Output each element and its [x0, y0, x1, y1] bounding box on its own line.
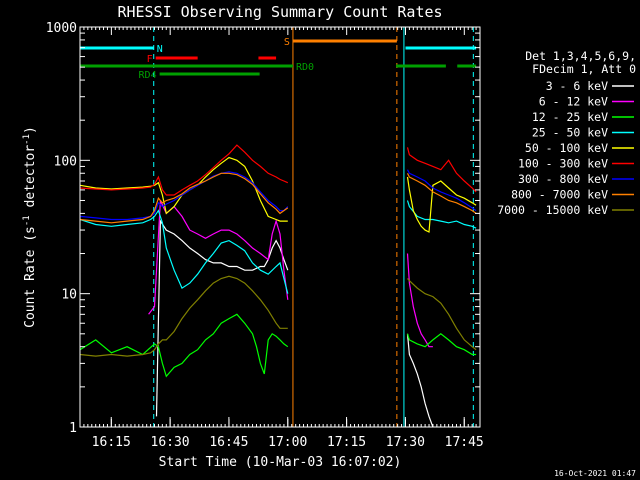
- series-line-5-1: [406, 147, 477, 193]
- y-axis-label-part-4: ): [23, 126, 38, 134]
- series-line-3-0: [80, 209, 289, 294]
- series-line-8-1: [407, 278, 477, 351]
- flag-label-0: N: [157, 44, 163, 55]
- y-axis-label-part-0: Count Rate (s: [23, 226, 38, 328]
- x-tick-label-4: 17:15: [327, 435, 366, 450]
- legend-label-2: 12 - 25 keV: [532, 110, 608, 124]
- x-tick-label-6: 17:45: [445, 435, 484, 450]
- series-line-6-0: [80, 171, 289, 221]
- y-tick-label-2: 100: [54, 154, 77, 169]
- legend-label-7: 800 - 7000 keV: [511, 188, 608, 202]
- x-tick-label-0: 16:15: [92, 435, 131, 450]
- legend-header-0: Det 1,3,4,5,6,9,: [525, 49, 636, 63]
- y-tick-label-0: 1: [69, 421, 77, 436]
- x-axis-label: Start Time (10-Mar-03 16:07:02): [159, 455, 402, 470]
- series-lines: [80, 144, 477, 427]
- x-tick-label-2: 16:45: [209, 435, 248, 450]
- legend-label-6: 300 - 800 keV: [518, 172, 608, 186]
- legend: Det 1,3,4,5,6,9,FDecim 1, Att 0 3 - 6 keV…: [497, 49, 636, 217]
- y-axis-label-part-3: -1: [22, 134, 32, 145]
- series-line-1-1: [406, 253, 433, 348]
- y-axis-label-part-2: detector: [23, 145, 38, 216]
- series-line-8-0: [80, 275, 288, 357]
- flag-label-4: RD0: [296, 62, 314, 73]
- x-tick-label-5: 17:30: [386, 435, 425, 450]
- x-tick-label-3: 17:00: [268, 435, 307, 450]
- chart-title: RHESSI Observing Summary Count Rates: [117, 3, 442, 21]
- x-axis: 16:15 16:30 16:45 17:00 17:15 17:30 17:45: [79, 27, 484, 450]
- series-line-7-0: [80, 172, 289, 224]
- series-line-0-1: [406, 333, 434, 427]
- y-tick-label-1: 10: [61, 288, 77, 303]
- legend-label-4: 50 - 100 keV: [525, 141, 608, 155]
- flag-label-5: RD4: [139, 70, 157, 81]
- series-line-5-0: [80, 144, 289, 196]
- series-line-7-1: [406, 173, 477, 214]
- y-axis-label-part-1: -1: [22, 215, 32, 226]
- x-tick-label-1: 16:30: [151, 435, 190, 450]
- series-line-2-1: [406, 333, 477, 356]
- legend-label-0: 3 - 6 keV: [546, 79, 608, 93]
- legend-label-5: 100 - 300 keV: [518, 157, 608, 171]
- flag-label-1: F: [147, 54, 153, 65]
- y-tick-label-3: 1000: [46, 21, 77, 36]
- flag-bars: NF S RD0 RD4: [80, 37, 477, 81]
- series-line-0-0: [155, 219, 289, 417]
- y-axis: 1 10 100 1000: [46, 21, 480, 436]
- legend-label-1: 6 - 12 keV: [539, 95, 608, 109]
- flag-label-3: S: [284, 37, 290, 48]
- series-line-2-0: [80, 313, 289, 378]
- legend-header-1: FDecim 1, Att 0: [532, 62, 636, 76]
- y-axis-label: Count Rate (s-1 detector-1): [22, 126, 38, 328]
- series-line-6-1: [406, 169, 477, 212]
- footer-date: 16-Oct-2021 01:47: [554, 469, 636, 478]
- series-line-4-1: [406, 176, 477, 233]
- legend-label-3: 25 - 50 keV: [532, 126, 608, 140]
- legend-label-8: 7000 - 15000 keV: [497, 203, 608, 217]
